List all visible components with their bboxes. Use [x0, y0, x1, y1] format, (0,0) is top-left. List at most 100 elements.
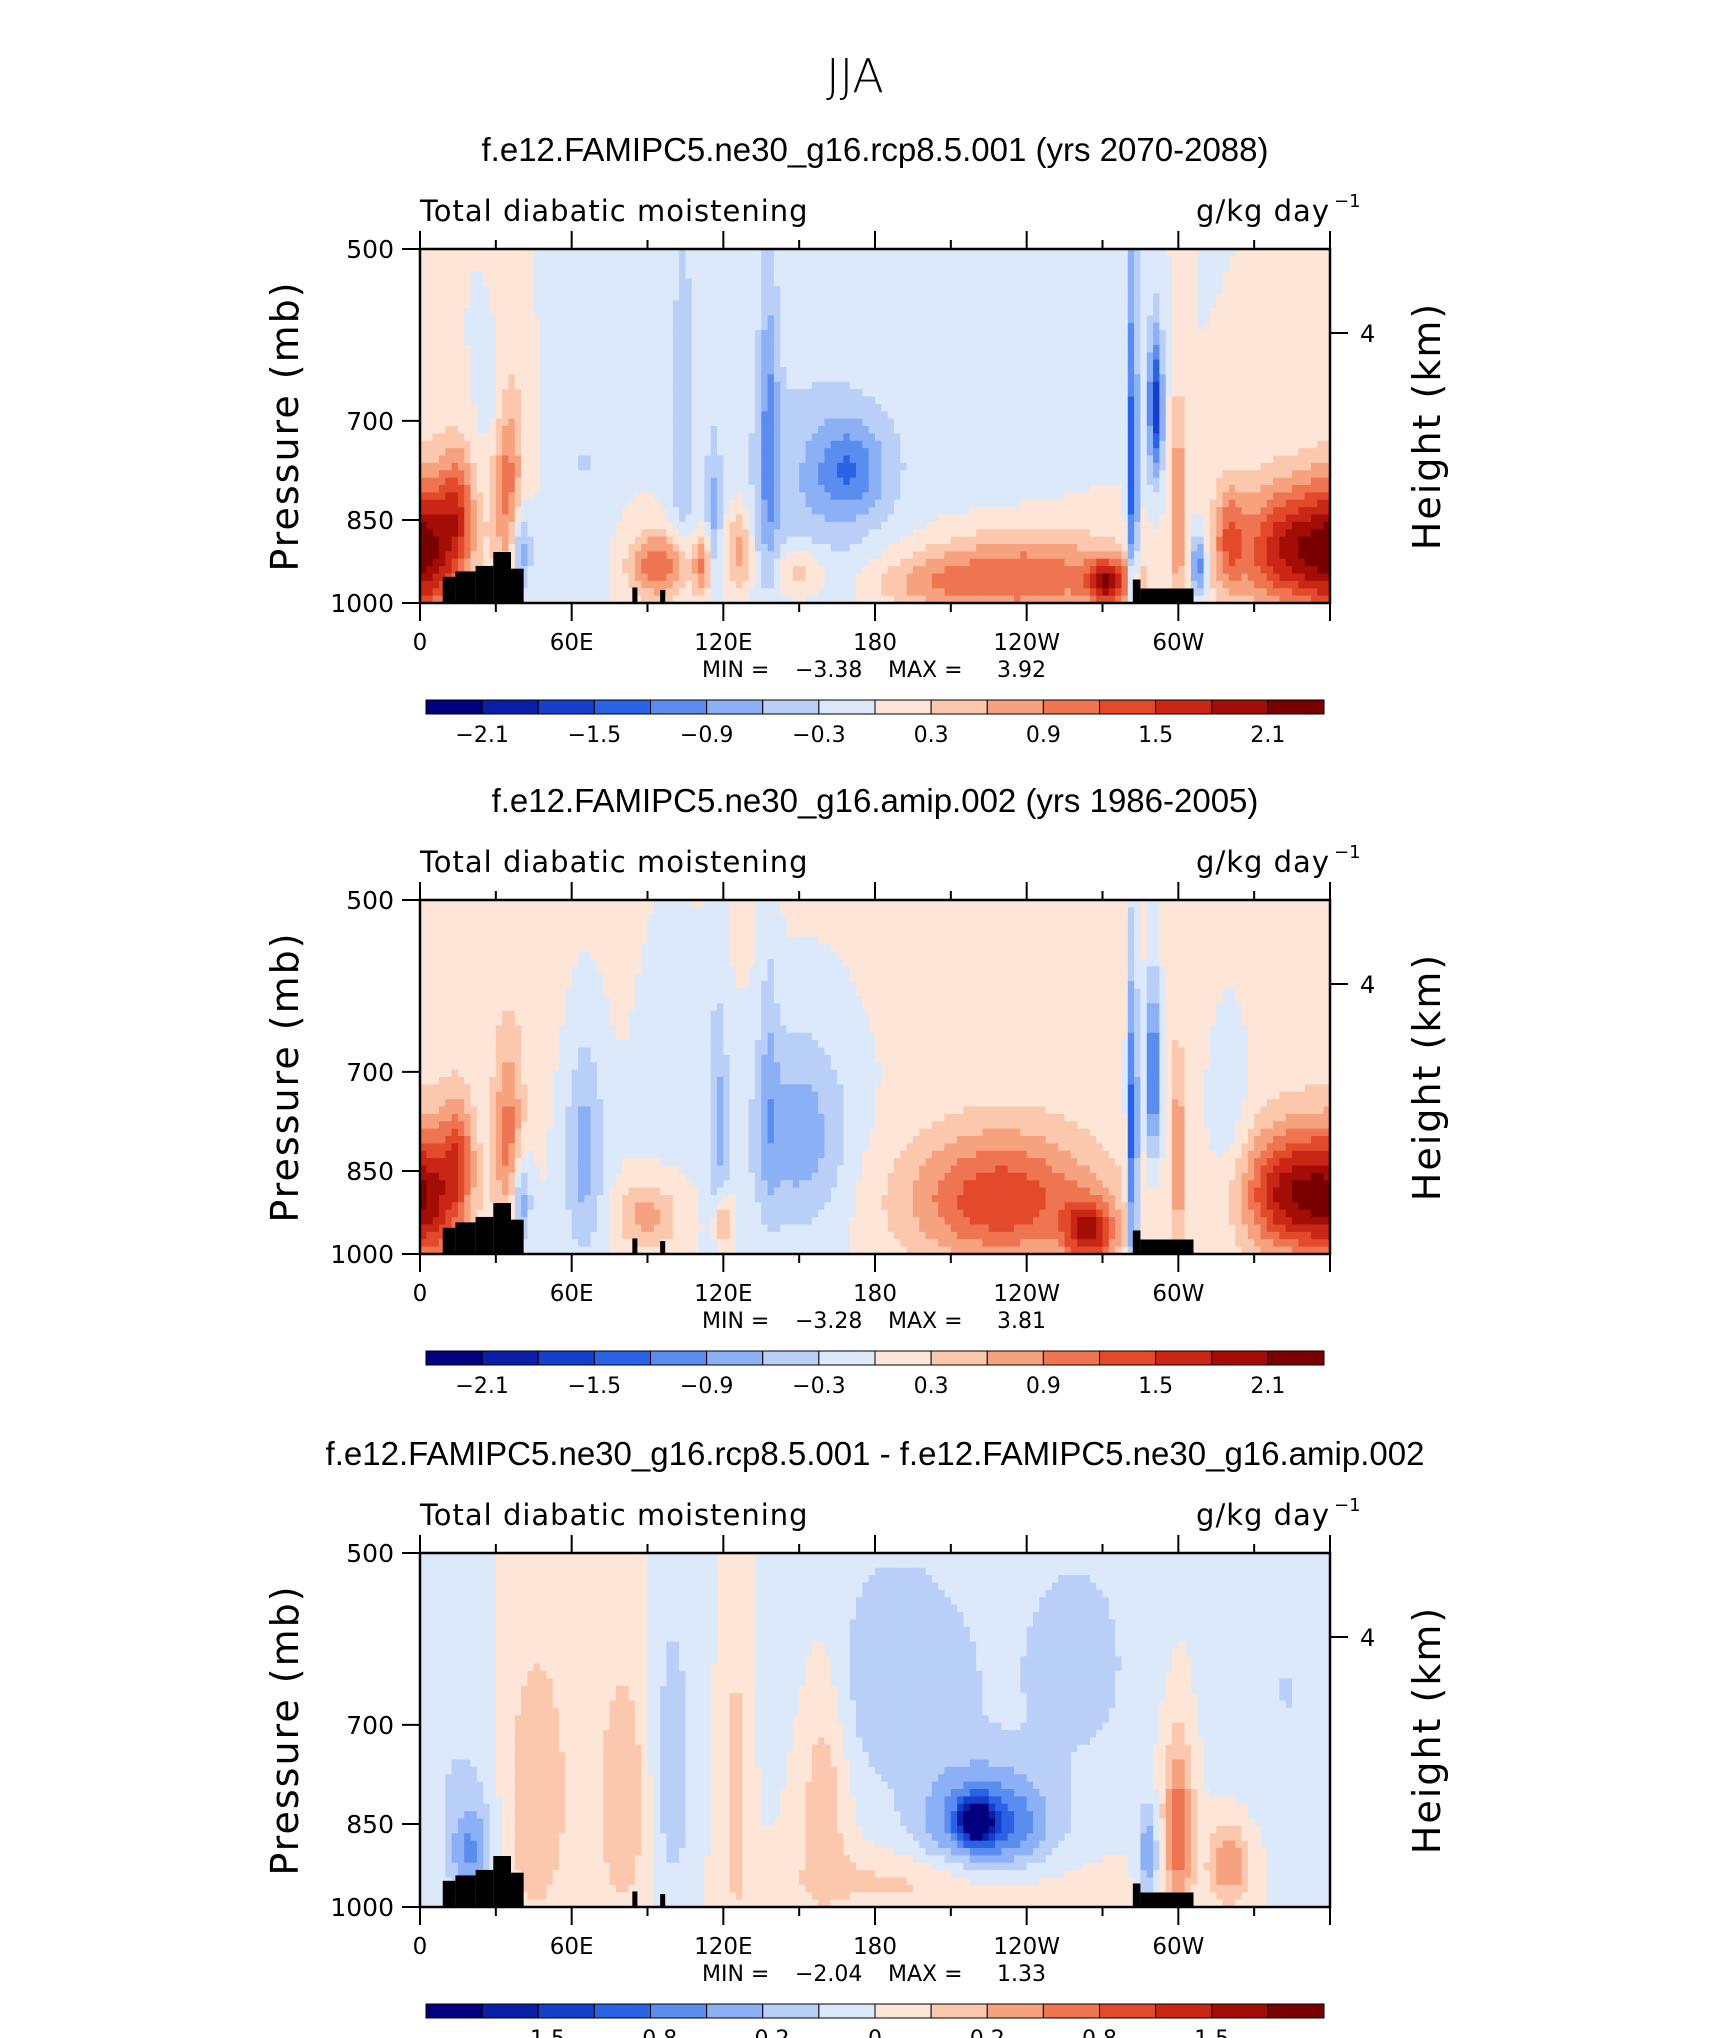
field-cell	[1058, 352, 1066, 361]
field-cell	[717, 485, 724, 493]
field-cell	[944, 448, 952, 457]
field-cell	[1285, 485, 1293, 493]
field-cell	[704, 352, 712, 361]
field-cell	[1247, 455, 1255, 464]
field-cell	[451, 477, 459, 486]
field-cell	[476, 344, 484, 353]
field-cell	[445, 470, 453, 479]
field-cell	[988, 440, 996, 449]
field-cell	[533, 322, 541, 331]
field-cell	[1228, 374, 1236, 383]
field-cell	[552, 389, 560, 398]
field-cell	[1178, 256, 1186, 265]
field-cell	[1178, 396, 1186, 405]
field-cell	[1108, 271, 1116, 280]
field-cell	[1121, 249, 1129, 257]
field-cell	[672, 381, 680, 390]
field-cell	[1235, 256, 1243, 265]
field-cell	[1165, 271, 1173, 280]
field-cell	[704, 411, 712, 420]
field-cell	[786, 359, 794, 368]
field-cell	[1292, 448, 1299, 457]
field-cell	[723, 396, 731, 405]
field-cell	[761, 263, 769, 272]
field-cell	[603, 315, 611, 324]
field-cell	[875, 485, 882, 493]
units-exponent: −1	[1334, 191, 1361, 212]
field-cell	[502, 411, 510, 420]
field-cell	[514, 263, 522, 272]
field-cell	[508, 418, 516, 427]
field-cell	[717, 278, 724, 287]
field-cell	[982, 448, 990, 457]
field-cell	[1235, 285, 1243, 294]
field-cell	[1304, 418, 1312, 427]
field-cell	[559, 344, 566, 353]
field-cell	[1184, 337, 1192, 346]
field-cell	[1209, 403, 1217, 412]
field-cell	[451, 249, 459, 257]
field-cell	[527, 470, 535, 479]
field-cell	[647, 293, 655, 302]
field-cell	[1254, 462, 1262, 471]
field-cell	[1298, 411, 1306, 420]
field-cell	[761, 426, 769, 434]
field-cell	[1032, 337, 1040, 346]
field-cell	[521, 440, 529, 449]
field-cell	[1298, 477, 1306, 486]
field-cell	[1228, 485, 1236, 493]
field-cell	[672, 285, 680, 294]
field-cell	[457, 418, 465, 427]
field-cell	[1064, 249, 1072, 257]
field-cell	[641, 374, 649, 383]
field-cell	[944, 455, 952, 464]
field-cell	[773, 374, 781, 383]
field-cell	[1197, 455, 1205, 464]
field-cell	[887, 403, 895, 412]
field-cell	[1134, 462, 1142, 471]
field-cell	[925, 308, 933, 316]
field-cell	[773, 470, 781, 479]
field-cell	[792, 381, 800, 390]
field-cell	[476, 462, 484, 471]
field-cell	[767, 285, 775, 294]
field-cell	[603, 367, 611, 375]
field-cell	[1298, 389, 1306, 398]
field-cell	[666, 344, 674, 353]
field-cell	[584, 448, 592, 457]
field-cell	[1045, 426, 1053, 434]
field-cell	[1121, 367, 1129, 375]
field-cell	[1045, 403, 1053, 412]
field-cell	[628, 256, 636, 265]
field-cell	[1292, 389, 1299, 398]
field-cell	[1203, 411, 1211, 420]
field-cell	[685, 330, 693, 339]
field-cell	[1121, 359, 1129, 368]
field-cell	[1209, 396, 1217, 405]
field-cell	[982, 308, 990, 316]
field-cell	[887, 352, 895, 361]
field-cell	[1311, 359, 1318, 368]
field-cell	[1298, 278, 1306, 287]
field-cell	[1216, 330, 1224, 339]
field-cell	[1064, 271, 1072, 280]
field-cell	[457, 403, 465, 412]
field-cell	[1298, 403, 1306, 412]
field-cell	[666, 315, 674, 324]
field-cell	[457, 455, 465, 464]
field-cell	[1165, 367, 1173, 375]
field-cell	[1216, 367, 1224, 375]
field-cell	[868, 381, 876, 390]
field-cell	[1279, 374, 1287, 383]
field-cell	[754, 330, 762, 339]
field-cell	[622, 403, 630, 412]
field-cell	[704, 256, 712, 265]
field-cell	[1159, 271, 1167, 280]
field-cell	[666, 285, 674, 294]
units-label: g/kg day	[1196, 194, 1330, 228]
field-cell	[1020, 462, 1028, 471]
field-cell	[773, 367, 781, 375]
field-cell	[1096, 448, 1104, 457]
field-cell	[653, 315, 661, 324]
field-cell	[868, 315, 876, 324]
